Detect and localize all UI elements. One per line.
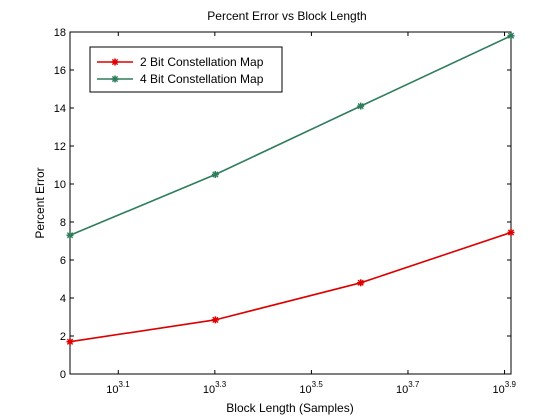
data-point	[66, 338, 74, 346]
y-tick-label: 16	[54, 65, 66, 77]
y-tick-label: 8	[60, 217, 66, 229]
legend-label: 4 Bit Constellation Map	[140, 72, 264, 86]
data-point	[507, 228, 515, 236]
y-tick-label: 2	[60, 331, 66, 343]
legend-marker	[111, 75, 119, 83]
x-tick-base: 10	[203, 384, 215, 396]
y-tick-label: 6	[60, 255, 66, 267]
series-line-1	[69, 231, 512, 343]
data-point	[211, 171, 219, 178]
data-point	[66, 231, 74, 239]
x-tick-exponent: 3.5	[312, 380, 324, 389]
data-point	[357, 279, 365, 287]
x-tick-label: 103.3	[203, 380, 227, 396]
y-tick-label: 12	[54, 141, 66, 153]
x-tick-base: 10	[106, 384, 118, 396]
y-tick-label: 18	[54, 27, 66, 39]
y-tick-label: 10	[54, 179, 66, 191]
x-tick-label: 103.5	[299, 380, 323, 396]
x-tick-exponent: 3.1	[119, 380, 131, 389]
y-axis: 0 2 4 6 8 10 12 14 16 18	[54, 27, 511, 381]
data-point	[357, 102, 365, 110]
data-point	[211, 316, 219, 324]
x-tick-exponent: 3.3	[215, 380, 227, 389]
legend-box	[89, 46, 283, 93]
x-tick-base: 10	[396, 384, 408, 396]
y-tick-label: 14	[54, 103, 66, 115]
y-tick-label: 0	[60, 369, 66, 381]
y-axis-label: Percent Error	[33, 167, 47, 238]
y-tick-label: 4	[60, 293, 66, 305]
legend-marker	[111, 58, 119, 66]
x-axis: 103.1 103.3 103.5 103.7 103.9	[106, 32, 516, 396]
series-layer	[66, 32, 515, 346]
x-tick-label: 103.1	[106, 380, 130, 396]
x-tick-label: 103.9	[493, 380, 517, 396]
x-tick-exponent: 3.9	[505, 380, 517, 389]
x-tick-label: 103.7	[396, 380, 420, 396]
data-point	[507, 32, 515, 40]
legend: 2 Bit Constellation Map 4 Bit Constellati…	[89, 46, 283, 93]
x-axis-label: Block Length (Samples)	[226, 401, 353, 415]
x-tick-exponent: 3.7	[408, 380, 420, 389]
chart-title: Percent Error vs Block Length	[207, 9, 366, 23]
series-line-2	[69, 35, 512, 237]
x-tick-base: 10	[493, 384, 505, 396]
x-tick-base: 10	[299, 384, 311, 396]
legend-label: 2 Bit Constellation Map	[140, 55, 264, 69]
